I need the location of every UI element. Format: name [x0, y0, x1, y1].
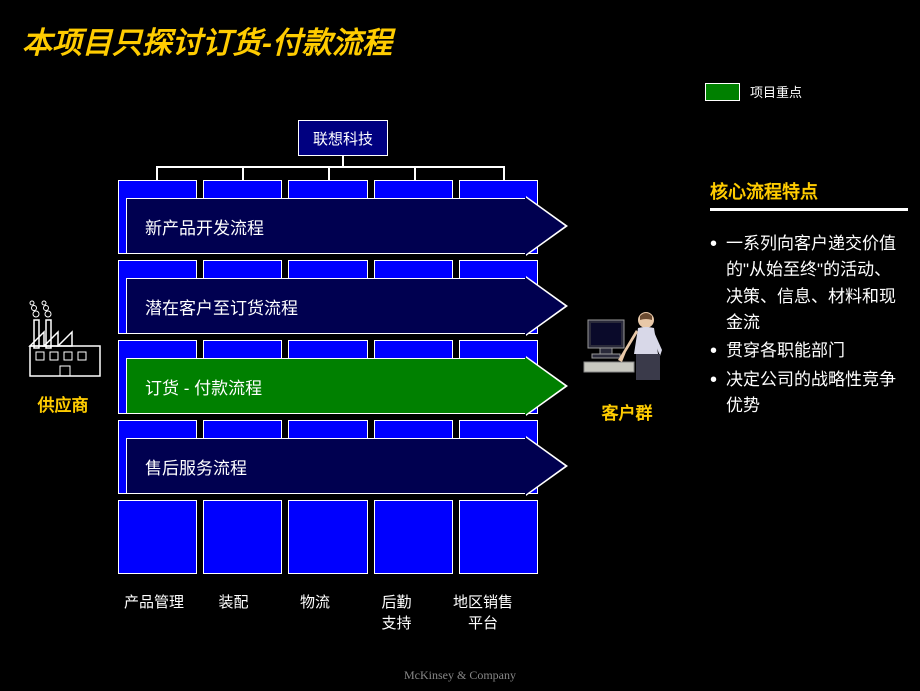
arrow-label: 售后服务流程 [145, 454, 247, 479]
column-label: 地区销售平台 [434, 592, 532, 634]
arrow-head [525, 197, 565, 255]
customer-actor: 客户群 [582, 306, 672, 424]
arrow-body: 订货 - 付款流程 [126, 358, 526, 414]
connector [342, 156, 344, 166]
factory-icon [22, 298, 104, 380]
org-box: 联想科技 [298, 120, 388, 156]
bullet-item: 决定公司的战略性竞争优势 [710, 367, 908, 420]
column-label: 装配 [196, 592, 271, 634]
connector [156, 166, 504, 168]
process-arrow: 订货 - 付款流程 [126, 358, 586, 414]
arrow-body: 潜在客户至订货流程 [126, 278, 526, 334]
connector [328, 166, 330, 180]
column-labels: 产品管理 装配 物流 后勤支持 地区销售平台 [112, 592, 552, 634]
connector [503, 166, 505, 180]
sidebar-title: 核心流程特点 [710, 178, 908, 211]
slide-title: 本项目只探讨订货-付款流程 [22, 18, 392, 62]
connector [242, 166, 244, 180]
column-label: 后勤支持 [359, 592, 434, 634]
customer-label: 客户群 [582, 399, 672, 424]
process-arrows: 新产品开发流程 潜在客户至订货流程 订货 - 付款流程 售后服务流程 [126, 198, 586, 518]
supplier-label: 供应商 [22, 391, 104, 416]
process-arrow: 售后服务流程 [126, 438, 586, 494]
column-label: 产品管理 [112, 592, 196, 634]
arrow-head [525, 277, 565, 335]
arrow-label: 订货 - 付款流程 [145, 374, 262, 399]
arrow-label: 潜在客户至订货流程 [145, 294, 298, 319]
footer-brand: McKinsey & Company [0, 668, 920, 683]
arrow-head [525, 437, 565, 495]
bullet-list: 一系列向客户递交价值的"从始至终"的活动、决策、信息、材料和现金流 贯穿各职能部… [710, 231, 908, 419]
column-label: 物流 [271, 592, 359, 634]
legend-label: 项目重点 [750, 82, 802, 101]
legend-swatch [705, 83, 740, 101]
arrow-body: 新产品开发流程 [126, 198, 526, 254]
supplier-actor: 供应商 [22, 298, 104, 416]
process-arrow: 潜在客户至订货流程 [126, 278, 586, 334]
legend: 项目重点 [705, 82, 802, 101]
bullet-item: 贯穿各职能部门 [710, 338, 908, 364]
connector [156, 166, 158, 180]
arrow-head [525, 357, 565, 415]
bullet-item: 一系列向客户递交价值的"从始至终"的活动、决策、信息、材料和现金流 [710, 231, 908, 336]
connector [414, 166, 416, 180]
person-computer-icon [582, 306, 672, 388]
process-diagram: 联想科技 [118, 120, 548, 600]
arrow-body: 售后服务流程 [126, 438, 526, 494]
arrow-label: 新产品开发流程 [145, 214, 264, 239]
process-arrow: 新产品开发流程 [126, 198, 586, 254]
org-label: 联想科技 [313, 128, 373, 149]
sidebar: 核心流程特点 一系列向客户递交价值的"从始至终"的活动、决策、信息、材料和现金流… [710, 178, 908, 421]
